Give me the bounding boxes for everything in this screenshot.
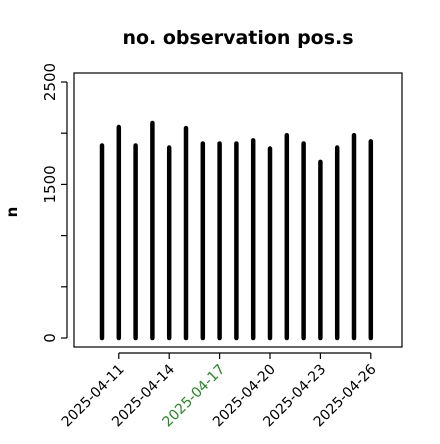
y-tick-label: 1500 bbox=[41, 165, 59, 203]
y-tick-label: 2500 bbox=[41, 63, 59, 101]
x-axis: 2025-04-112025-04-142025-04-172025-04-20… bbox=[59, 352, 380, 430]
bars bbox=[99, 120, 374, 341]
y-axis-label: n bbox=[3, 207, 21, 218]
plot-frame bbox=[73, 72, 403, 348]
y-tick-label: 0 bbox=[41, 333, 59, 343]
chart-title: no. observation pos.s bbox=[122, 27, 353, 49]
y-axis: 0 1500 2500 bbox=[41, 63, 68, 343]
